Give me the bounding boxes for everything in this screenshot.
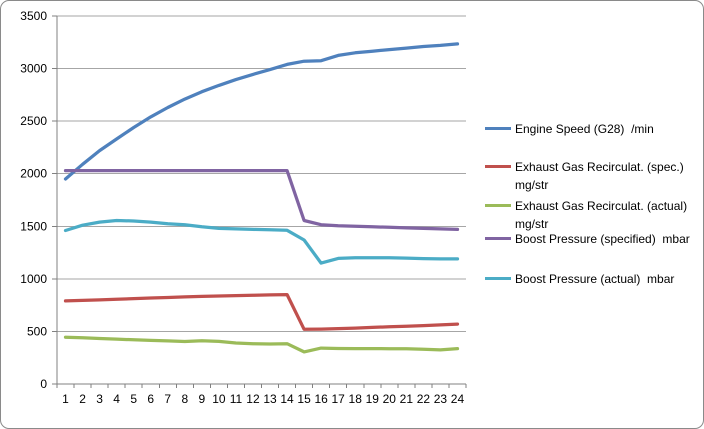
y-axis-label: 2500 [20, 114, 47, 128]
x-axis-label: 10 [212, 392, 226, 406]
legend-marker-egr-spec [485, 165, 511, 168]
legend-label-line: Engine Speed (G28) /min [515, 122, 654, 136]
series-line-boost-actual[interactable] [63, 218, 460, 265]
legend-item-boost-spec[interactable]: Boost Pressure (specified) mbar [485, 230, 690, 248]
legend-label-line: mg/str [515, 178, 549, 192]
legend-marker-engine-speed [485, 127, 511, 130]
x-axis-label: 1 [62, 392, 69, 406]
legend-label: Boost Pressure (specified) mbar [515, 230, 690, 248]
legend-marker-boost-spec [485, 237, 511, 240]
y-axis-label: 3000 [20, 62, 47, 76]
legend-item-egr-spec[interactable]: Exhaust Gas Recirculat. (spec.) mg/str [485, 158, 684, 194]
legend-label: Boost Pressure (actual) mbar [515, 270, 674, 288]
legend-item-boost-actual[interactable]: Boost Pressure (actual) mbar [485, 270, 674, 288]
x-axis-label: 20 [383, 392, 397, 406]
x-axis-label: 23 [434, 392, 448, 406]
series-line-egr-spec[interactable] [63, 292, 460, 331]
y-axis-label: 1500 [20, 219, 47, 233]
legend-item-egr-actual[interactable]: Exhaust Gas Recirculat. (actual) mg/str [485, 197, 687, 233]
x-axis-label: 22 [417, 392, 431, 406]
x-axis-label: 14 [280, 392, 294, 406]
x-axis-label: 24 [451, 392, 465, 406]
x-axis-label: 13 [263, 392, 277, 406]
y-axis-label: 0 [40, 377, 47, 391]
legend-label-line: mg/str [515, 217, 549, 231]
legend-label-line: Boost Pressure (actual) mbar [515, 272, 675, 286]
x-axis-label: 7 [164, 392, 171, 406]
x-axis-label: 9 [199, 392, 206, 406]
legend-marker-egr-actual [485, 204, 511, 207]
x-axis-label: 15 [297, 392, 311, 406]
legend-label-line: Boost Pressure (specified) mbar [515, 232, 690, 246]
x-axis-label: 21 [400, 392, 414, 406]
series-line-egr-actual[interactable] [63, 335, 460, 354]
y-axis-label: 3500 [20, 9, 47, 23]
legend-label: Exhaust Gas Recirculat. (spec.) mg/str [515, 158, 684, 194]
series-line-boost-spec[interactable] [63, 168, 460, 232]
x-axis-label: 17 [332, 392, 346, 406]
legend-item-engine-speed[interactable]: Engine Speed (G28) /min [485, 120, 654, 138]
x-axis-label: 18 [349, 392, 363, 406]
legend-label-line: Exhaust Gas Recirculat. (actual) [515, 199, 688, 213]
y-axis-label: 2000 [20, 167, 47, 181]
legend-label: Engine Speed (G28) /min [515, 120, 654, 138]
legend-label: Exhaust Gas Recirculat. (actual) mg/str [515, 197, 687, 233]
x-axis-label: 5 [130, 392, 137, 406]
series-line-engine-speed[interactable] [63, 42, 460, 181]
x-axis-label: 12 [246, 392, 260, 406]
y-axis-label: 1000 [20, 272, 47, 286]
x-axis-label: 11 [230, 392, 243, 406]
legend-marker-boost-actual [485, 277, 511, 280]
y-axis-label: 500 [27, 324, 47, 338]
x-axis-label: 2 [79, 392, 86, 406]
x-axis-label: 19 [366, 392, 380, 406]
x-axis-label: 16 [314, 392, 328, 406]
legend-label-line: Exhaust Gas Recirculat. (spec.) [515, 160, 684, 174]
x-axis-label: 8 [181, 392, 188, 406]
x-axis-label: 6 [147, 392, 154, 406]
x-axis-label: 4 [113, 392, 120, 406]
x-axis-label: 3 [96, 392, 103, 406]
